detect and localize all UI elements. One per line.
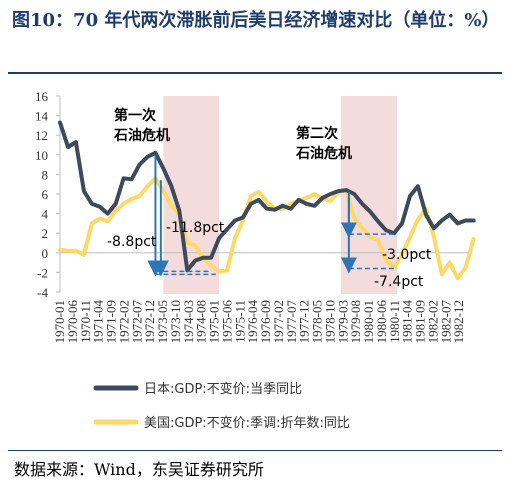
x-tick-label: 1973-05 <box>155 300 170 343</box>
y-tick-label: 6 <box>42 187 49 202</box>
x-tick-label: 1971-09 <box>104 300 119 343</box>
x-tick-label: 1980-01 <box>361 300 376 343</box>
change-annotation: -8.8pct <box>107 234 157 250</box>
x-tick-label: 1977-02 <box>271 300 286 343</box>
crisis-callout-label: 第二次 <box>296 125 338 142</box>
y-tick-label: 8 <box>42 167 49 182</box>
x-tick-label: 1981-09 <box>413 300 428 343</box>
x-tick-label: 1970-01 <box>52 300 67 343</box>
x-tick-label: 1970-11 <box>78 300 93 343</box>
x-tick-label: 1975-11 <box>232 300 247 343</box>
x-tick-label: 1976-04 <box>245 300 260 344</box>
y-tick-label: 2 <box>42 226 49 241</box>
x-tick-label: 1979-03 <box>335 300 350 343</box>
crisis-callout-label: 第一次 <box>114 107 156 124</box>
japan-gdp-line <box>58 120 476 273</box>
x-tick-label: 1981-04 <box>400 300 415 344</box>
source-note: 数据来源：Wind，东吴证券研究所 <box>14 460 264 479</box>
x-tick-label: 1976-09 <box>258 300 273 343</box>
x-tick-label: 1980-11 <box>387 300 402 343</box>
y-tick-label: 4 <box>42 207 49 222</box>
x-tick-label: 1970-06 <box>65 300 80 344</box>
crisis-callout-label: 石油危机 <box>295 145 352 162</box>
y-tick-label: 12 <box>35 128 48 143</box>
x-tick-label: 1977-12 <box>297 300 312 343</box>
change-annotation: -11.8pct <box>166 220 225 236</box>
y-tick-label: -2 <box>37 265 48 280</box>
title-rule <box>8 72 502 74</box>
x-tick-label: 1972-02 <box>116 300 131 343</box>
y-tick-label: 10 <box>35 148 48 163</box>
x-tick-label: 1982-02 <box>425 300 440 343</box>
legend-label: 日本:GDP:不变价:当季同比 <box>144 381 302 397</box>
crisis-callout-label: 石油危机 <box>113 127 170 144</box>
y-tick-label: 14 <box>35 109 49 124</box>
x-tick-label: 1978-05 <box>310 300 325 343</box>
x-tick-label: 1971-04 <box>91 300 106 344</box>
x-tick-label: 1982-12 <box>451 300 466 343</box>
x-tick-label: 1978-10 <box>322 300 337 343</box>
legend-label: 美国:GDP:不变价:季调:折年数:同比 <box>144 415 350 431</box>
y-tick-label: 0 <box>42 246 49 261</box>
change-annotation: -7.4pct <box>374 274 424 290</box>
x-tick-label: 1977-07 <box>284 300 299 344</box>
x-tick-label: 1982-07 <box>438 300 453 344</box>
x-tick-label: 1972-12 <box>142 300 157 343</box>
x-tick-label: 1973-10 <box>168 300 183 343</box>
y-tick-label: 16 <box>35 89 49 104</box>
us-gdp-line <box>58 176 476 281</box>
x-tick-label: 1979-08 <box>348 300 363 343</box>
x-tick-label: 1975-01 <box>207 300 222 343</box>
chart-title: 图10：70 年代两次滞胀前后美日经济增速对比（单位：%） <box>12 10 500 31</box>
x-tick-label: 1974-03 <box>181 300 196 343</box>
y-tick-label: -4 <box>37 285 48 300</box>
x-tick-label: 1972-07 <box>129 300 144 344</box>
x-tick-label: 1980-06 <box>374 300 389 344</box>
change-annotation: -3.0pct <box>382 247 432 263</box>
x-tick-label: 1975-06 <box>219 300 234 344</box>
x-tick-label: 1974-08 <box>194 300 209 343</box>
footer-rule <box>8 450 502 451</box>
